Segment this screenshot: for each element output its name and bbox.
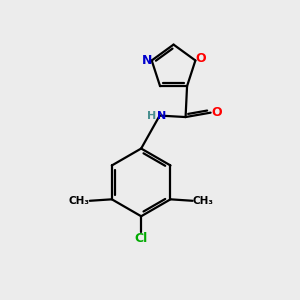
Text: CH₃: CH₃	[192, 196, 213, 206]
Text: N: N	[157, 111, 166, 121]
Text: CH₃: CH₃	[69, 196, 90, 206]
Text: O: O	[212, 106, 222, 119]
Text: Cl: Cl	[134, 232, 148, 245]
Text: O: O	[195, 52, 206, 65]
Text: H: H	[147, 111, 156, 121]
Text: N: N	[142, 54, 152, 67]
